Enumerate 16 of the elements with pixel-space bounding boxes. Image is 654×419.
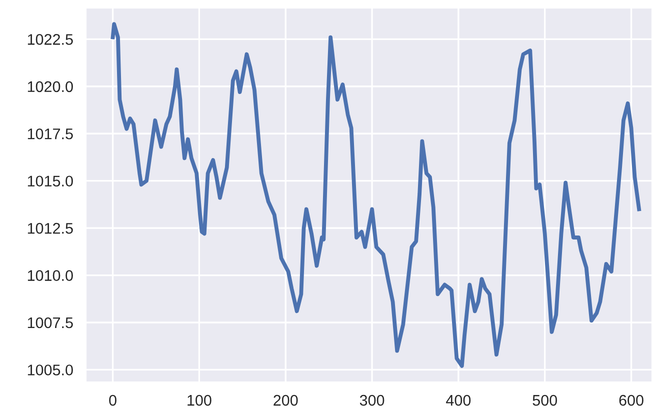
y-tick-label: 1017.5 bbox=[28, 128, 73, 140]
y-tick-label: 1012.5 bbox=[28, 222, 73, 234]
x-tick-label: 200 bbox=[274, 394, 298, 406]
x-tick-label: 600 bbox=[619, 394, 644, 406]
y-tick-label: 1022.5 bbox=[28, 34, 73, 45]
y-tick-label: 1020.0 bbox=[28, 81, 73, 92]
line-series bbox=[110, 22, 641, 368]
x-tick-label: 300 bbox=[360, 394, 384, 406]
x-tick-label: 0 bbox=[109, 394, 116, 406]
x-tick-label: 100 bbox=[188, 394, 212, 406]
y-tick-label: 1015.0 bbox=[28, 176, 73, 187]
y-tick-label: 1005.0 bbox=[28, 364, 73, 376]
y-tick-label: 1007.5 bbox=[28, 317, 73, 328]
y-tick-label: 1010.0 bbox=[28, 270, 73, 281]
x-tick-label: 400 bbox=[446, 394, 471, 406]
x-tick-label: 500 bbox=[532, 394, 557, 406]
